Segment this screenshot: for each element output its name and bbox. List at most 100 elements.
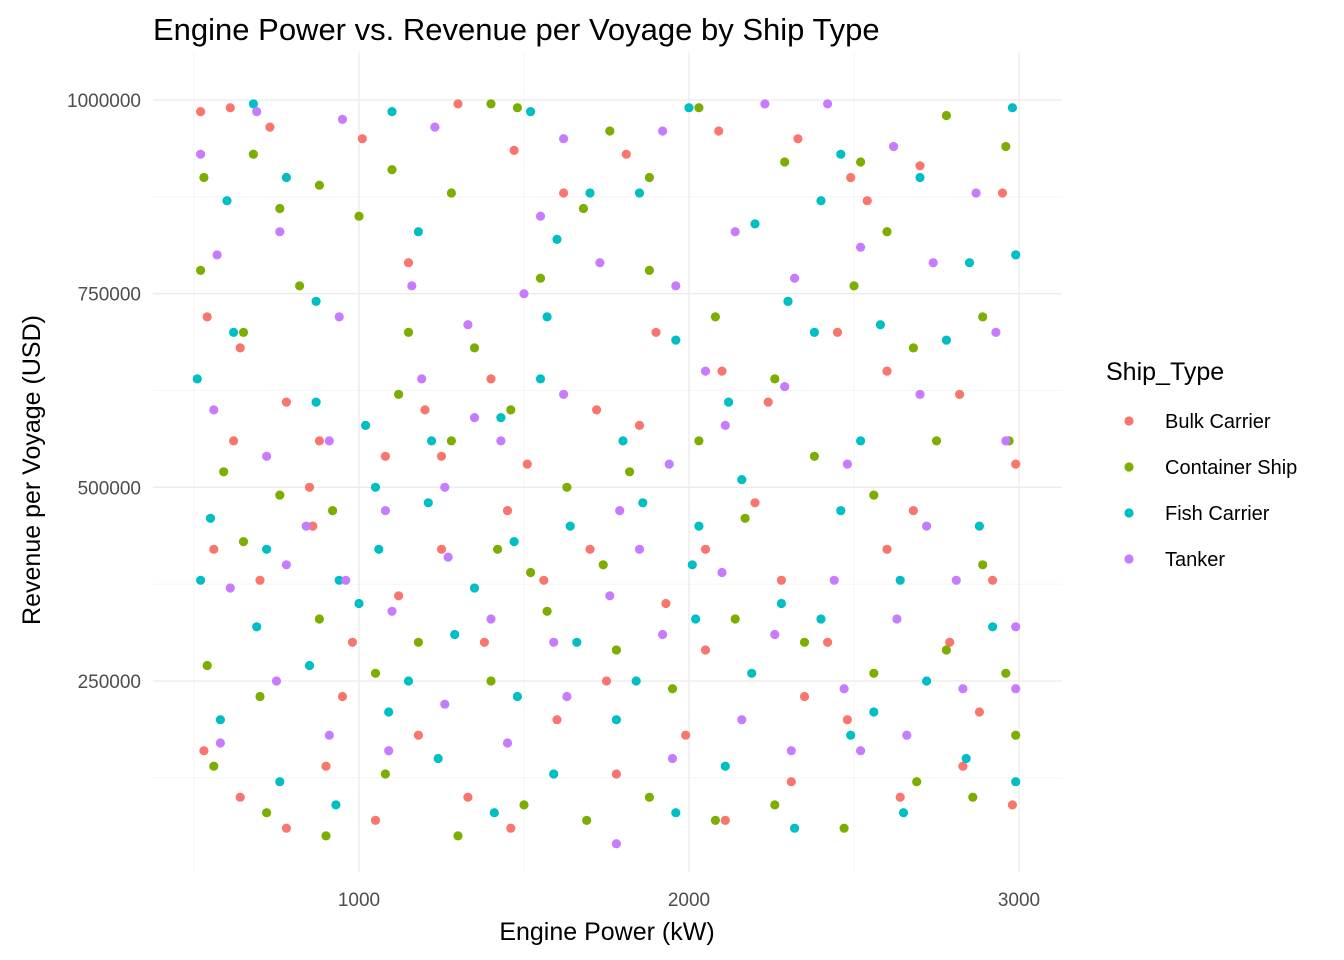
point-fish-carrier (252, 622, 262, 632)
legend-key-tanker (1124, 554, 1134, 564)
point-container-ship (526, 567, 536, 578)
point-tanker (658, 126, 668, 136)
point-container-ship (849, 281, 859, 291)
point-bulk-carrier (308, 521, 318, 531)
point-bulk-carrier (281, 397, 291, 407)
point-container-ship (694, 436, 704, 446)
point-container-ship (209, 761, 219, 771)
point-container-ship (908, 343, 919, 353)
point-container-ship (912, 777, 922, 787)
point-fish-carrier (691, 614, 701, 624)
point-fish-carrier (552, 234, 562, 244)
point-tanker (463, 320, 473, 330)
point-bulk-carrier (486, 374, 496, 384)
point-container-ship (196, 265, 206, 275)
point-container-ship (1011, 730, 1021, 740)
point-container-ship (321, 831, 331, 841)
point-bulk-carrier (380, 451, 390, 461)
point-bulk-carrier (823, 637, 833, 647)
point-fish-carrier (526, 107, 536, 117)
point-fish-carrier (229, 327, 239, 337)
point-tanker (615, 506, 625, 516)
point-tanker (915, 389, 925, 399)
x-tick-label: 1000 (338, 890, 380, 911)
point-tanker (971, 188, 981, 198)
point-tanker (1011, 622, 1021, 632)
point-bulk-carrier (229, 436, 239, 446)
point-container-ship (275, 203, 285, 214)
grid-lines (153, 52, 1062, 872)
point-container-ship (1001, 141, 1011, 152)
point-container-ship (578, 203, 589, 214)
point-tanker (549, 637, 559, 647)
point-container-ship (869, 668, 879, 678)
point-tanker (717, 567, 727, 578)
point-bulk-carrier (661, 598, 671, 609)
point-container-ship (506, 405, 516, 415)
point-tanker (262, 451, 272, 461)
point-container-ship (644, 792, 655, 802)
point-fish-carrier (542, 312, 552, 322)
point-container-ship (328, 506, 338, 516)
point-fish-carrier (809, 327, 820, 337)
point-fish-carrier (1007, 103, 1018, 113)
point-container-ship (882, 227, 892, 237)
point-container-ship (598, 560, 608, 570)
point-fish-carrier (694, 521, 704, 531)
point-container-ship (611, 645, 622, 655)
legend-title: Ship_Type (1106, 358, 1224, 386)
y-axis-ticks: 250000 500000 750000 1000000 (67, 91, 141, 693)
point-tanker (519, 289, 529, 299)
point-fish-carrier (687, 560, 697, 570)
point-bulk-carrier (337, 691, 348, 702)
point-fish-carrier (222, 196, 232, 206)
point-tanker (324, 730, 334, 740)
point-bulk-carrier (832, 327, 843, 337)
point-bulk-carrier (255, 575, 265, 585)
point-container-ship (730, 614, 740, 624)
point-container-ship (519, 800, 529, 810)
x-axis-title: Engine Power (kW) (499, 918, 714, 946)
point-fish-carrier (334, 575, 344, 585)
point-bulk-carrier (314, 436, 324, 446)
point-tanker (700, 366, 711, 376)
point-tanker (559, 134, 569, 144)
point-bulk-carrier (681, 730, 691, 740)
point-fish-carrier (922, 676, 932, 686)
point-bulk-carrier (235, 343, 245, 353)
point-fish-carrier (1011, 250, 1021, 260)
point-fish-carrier (737, 475, 747, 485)
point-tanker (535, 211, 546, 221)
point-tanker (559, 389, 569, 399)
point-tanker (605, 591, 615, 601)
point-fish-carrier (387, 107, 397, 117)
x-tick-label: 3000 (998, 890, 1040, 911)
legend-entries: Bulk Carrier Container Ship Fish Carrier Ta… (1124, 411, 1297, 571)
point-bulk-carrier (601, 676, 612, 686)
point-fish-carrier (565, 521, 575, 531)
point-fish-carrier (898, 808, 909, 818)
point-container-ship (413, 637, 423, 647)
point-bulk-carrier (714, 126, 724, 136)
point-container-ship (370, 668, 381, 678)
point-fish-carrier (684, 103, 694, 113)
point-fish-carrier (549, 769, 559, 779)
point-tanker (430, 122, 440, 132)
point-tanker (212, 250, 222, 260)
plot-area (153, 52, 1062, 872)
point-bulk-carrier (958, 761, 968, 771)
point-bulk-carrier (700, 544, 711, 554)
point-fish-carrier (311, 296, 321, 306)
point-container-ship (380, 769, 390, 779)
point-fish-carrier (856, 436, 866, 446)
point-fish-carrier (611, 715, 622, 725)
point-container-ship (238, 327, 249, 337)
point-bulk-carrier (585, 544, 595, 554)
point-bulk-carrier (862, 196, 872, 206)
point-container-ship (248, 149, 258, 159)
point-fish-carrier (275, 777, 285, 787)
point-bulk-carrier (509, 145, 519, 155)
point-container-ship (446, 436, 456, 446)
point-tanker (337, 114, 348, 124)
